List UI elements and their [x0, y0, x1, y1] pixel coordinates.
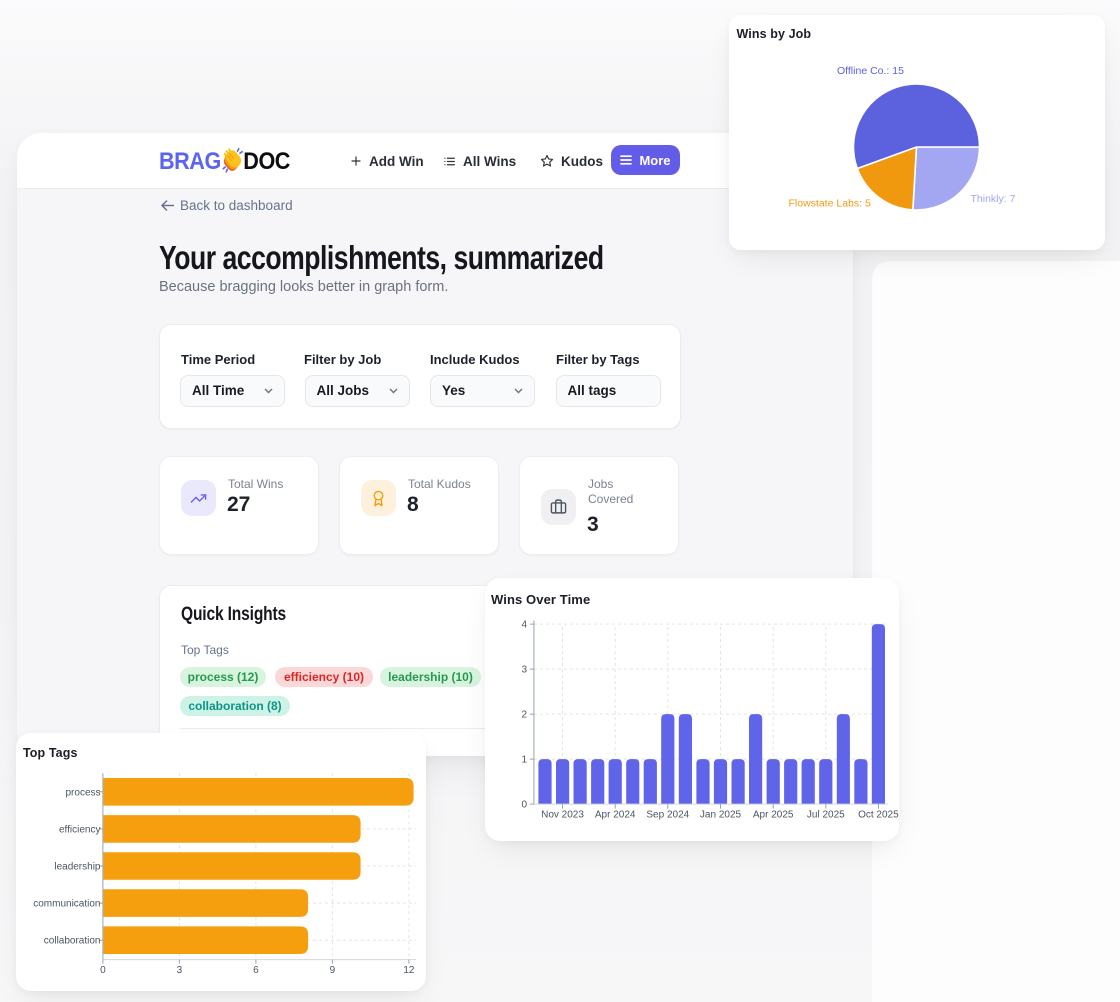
svg-text:2: 2	[521, 710, 527, 721]
svg-text:Flowstate Labs: 5: Flowstate Labs: 5	[789, 198, 871, 210]
svg-text:collaboration: collaboration	[44, 936, 101, 947]
svg-text:9: 9	[330, 965, 336, 976]
svg-text:1: 1	[521, 755, 527, 766]
svg-text:Jan 2025: Jan 2025	[700, 810, 742, 821]
svg-text:process: process	[65, 787, 100, 798]
svg-text:Sep 2024: Sep 2024	[646, 810, 689, 821]
svg-text:12: 12	[403, 965, 415, 976]
svg-text:Thinkly: 7: Thinkly: 7	[971, 193, 1016, 205]
svg-text:leadership: leadership	[54, 862, 101, 873]
svg-text:3: 3	[521, 665, 527, 676]
svg-text:communication: communication	[33, 899, 100, 910]
svg-text:3: 3	[177, 965, 183, 976]
svg-text:0: 0	[521, 800, 527, 811]
svg-text:6: 6	[253, 965, 259, 976]
svg-text:Offline Co.: 15: Offline Co.: 15	[837, 65, 904, 77]
svg-text:4: 4	[521, 620, 527, 631]
svg-text:Apr 2025: Apr 2025	[753, 810, 794, 821]
svg-text:Oct 2025: Oct 2025	[858, 810, 899, 821]
svg-text:efficiency: efficiency	[59, 824, 101, 835]
svg-text:Nov 2023: Nov 2023	[541, 810, 584, 821]
svg-text:Apr 2024: Apr 2024	[595, 810, 636, 821]
svg-text:Jul 2025: Jul 2025	[807, 810, 845, 821]
svg-text:0: 0	[100, 965, 106, 976]
